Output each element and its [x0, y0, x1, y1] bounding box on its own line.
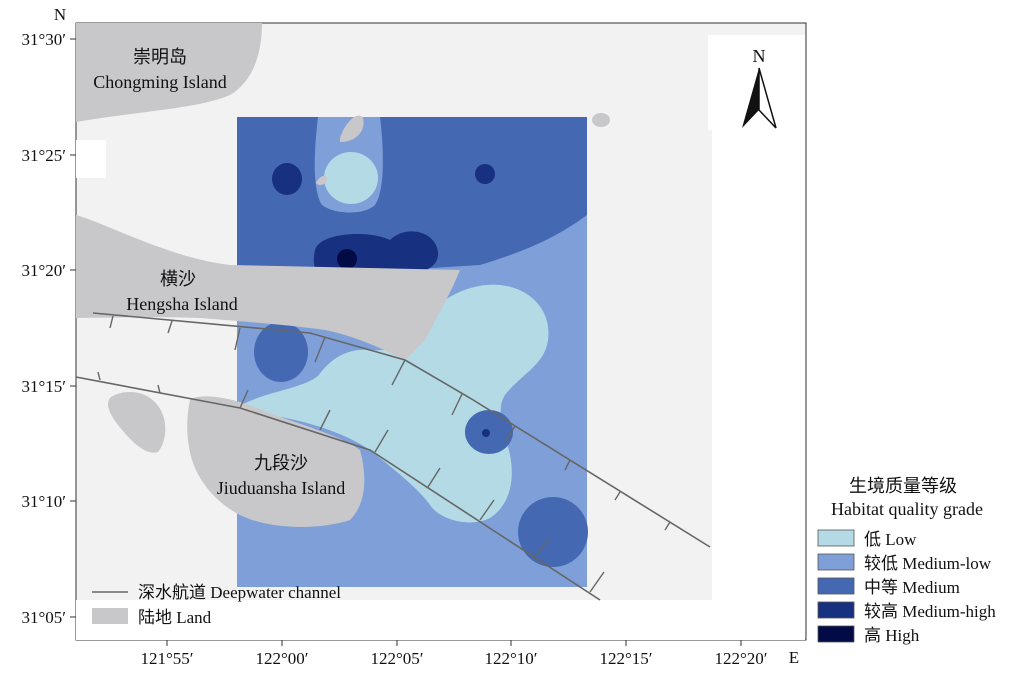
legend-swatch-low: [817, 529, 855, 547]
legend-swatch-high: [817, 625, 855, 643]
chongming-en-label: Chongming Island: [93, 72, 227, 92]
land-legend-symbol: [92, 608, 128, 624]
lat-tick-label: 31°20′: [21, 261, 66, 280]
islet-land: [108, 392, 166, 453]
lon-tick-label: 122°15′: [599, 649, 652, 668]
axis-east-label: E: [789, 648, 799, 667]
habitat-high-area: [337, 249, 357, 269]
legend-label-medium: 中等 Medium: [864, 578, 960, 597]
islet-land: [592, 113, 610, 127]
jiuduansha-island-land: [187, 396, 365, 527]
habitat-medium-area: [518, 497, 588, 567]
habitat-high-area: [482, 429, 490, 437]
jiuduansha-cn-label: 九段沙: [254, 453, 308, 473]
chongming-cn-label: 崇明岛: [133, 47, 187, 67]
axis-north-label: N: [54, 5, 66, 24]
lat-tick-label: 31°30′: [21, 30, 66, 49]
habitat-medium-high-area: [272, 163, 302, 195]
habitat-low-area: [324, 152, 378, 204]
lon-tick-label: 122°10′: [484, 649, 537, 668]
habitat-legend-title-en: Habitat quality grade: [831, 499, 983, 519]
north-arrow-icon: [742, 67, 777, 129]
habitat-legend-title-cn: 生境质量等级: [849, 476, 957, 496]
lon-tick-label: 122°00′: [255, 649, 308, 668]
no-data-area: [76, 140, 106, 178]
legend-label-medium-high: 较高 Medium-high: [864, 602, 996, 621]
lon-tick-label: 121°55′: [140, 649, 193, 668]
lon-tick-label: 122°05′: [370, 649, 423, 668]
hengsha-island-land: [76, 215, 460, 360]
lat-tick-label: 31°25′: [21, 146, 66, 165]
habitat-low-area: [237, 284, 549, 523]
habitat-medium-area: [254, 322, 308, 382]
lon-tick-label: 122°20′: [714, 649, 767, 668]
chongming-island-land: [76, 23, 262, 122]
north-arrow-label: N: [753, 46, 766, 66]
land-legend-label: 陆地 Land: [138, 608, 212, 627]
islet-land: [316, 175, 328, 185]
hengsha-cn-label: 横沙: [160, 269, 196, 289]
lat-tick-label: 31°15′: [21, 377, 66, 396]
lat-tick-label: 31°10′: [21, 492, 66, 511]
lat-tick-label: 31°05′: [21, 608, 66, 627]
legend-swatch-medium-low: [817, 553, 855, 571]
channel-ticks: [97, 315, 671, 593]
legend-label-high: 高 High: [864, 626, 920, 645]
legend-label-low: 低 Low: [864, 530, 917, 549]
channel-legend-label: 深水航道 Deepwater channel: [138, 583, 341, 602]
jiuduansha-en-label: Jiuduansha Island: [217, 478, 345, 498]
legend-label-medium-low: 较低 Medium-low: [864, 554, 992, 573]
no-data-area: [712, 130, 805, 640]
hengsha-en-label: Hengsha Island: [126, 294, 237, 314]
habitat-medium-high-area: [475, 164, 495, 184]
islet-land: [340, 115, 364, 142]
legend-swatch-medium: [817, 577, 855, 595]
no-data-area: [76, 600, 716, 640]
legend-swatch-medium-high: [817, 601, 855, 619]
deepwater-channel-south-line: [75, 376, 601, 601]
